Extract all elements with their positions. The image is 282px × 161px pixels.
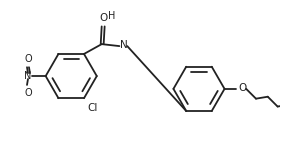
Text: H: H: [108, 10, 115, 21]
Text: O: O: [238, 83, 246, 93]
Text: O: O: [24, 88, 32, 98]
Text: Cl: Cl: [87, 103, 97, 113]
Text: N: N: [120, 40, 128, 50]
Text: N: N: [24, 71, 32, 81]
Text: O: O: [100, 13, 108, 23]
Text: O: O: [24, 54, 32, 64]
